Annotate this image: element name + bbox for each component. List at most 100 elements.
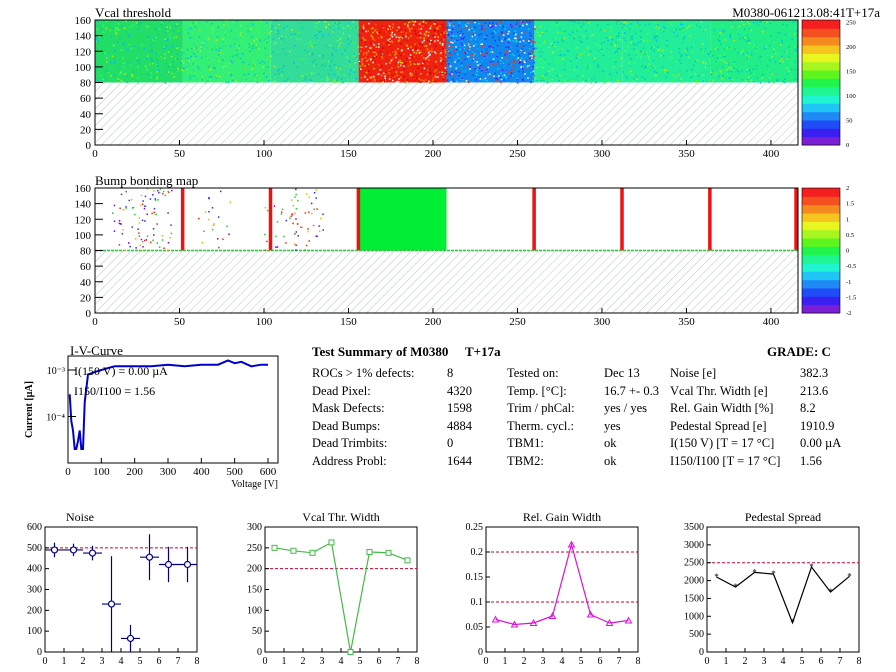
pixel — [560, 28, 562, 30]
pixel — [409, 72, 412, 75]
col2-value: yes / yes — [604, 401, 648, 415]
pixel — [466, 50, 468, 52]
dead-bump — [297, 235, 300, 237]
pixel — [412, 24, 415, 26]
pixel — [712, 54, 714, 57]
pixel — [753, 30, 755, 33]
pixel — [303, 22, 305, 25]
pixel — [518, 39, 521, 41]
x-tick-label: 250 — [509, 148, 526, 160]
y-tick-label: 120 — [75, 214, 92, 226]
pixel — [567, 49, 569, 52]
pixel — [373, 55, 376, 57]
pixel — [397, 63, 399, 65]
pixel — [182, 69, 184, 72]
pixel — [542, 26, 544, 29]
pixel — [541, 51, 544, 53]
pixel — [678, 69, 681, 72]
pixel — [720, 71, 722, 73]
pixel — [366, 54, 368, 57]
pixel — [652, 60, 655, 62]
pixel — [532, 53, 535, 55]
pixel — [649, 64, 652, 67]
pixel — [369, 73, 371, 76]
pixel — [479, 78, 482, 80]
pixel — [251, 36, 253, 38]
pixel — [597, 24, 599, 27]
pixel — [423, 67, 426, 70]
pixel — [531, 79, 534, 82]
data-point — [145, 553, 154, 561]
pixel — [645, 69, 647, 71]
col2-label: TBM2: — [507, 453, 544, 468]
pixel — [343, 26, 346, 28]
dead-bump — [203, 230, 205, 233]
pixel — [755, 44, 758, 46]
pixel — [417, 28, 420, 30]
pixel — [742, 49, 744, 52]
pixel — [439, 58, 442, 61]
pixel — [493, 30, 496, 33]
pixel — [440, 38, 443, 41]
pixel — [434, 65, 437, 68]
pixel — [105, 70, 107, 73]
col1-value: 1644 — [447, 453, 472, 468]
pixel — [388, 70, 391, 73]
pixel — [506, 54, 509, 57]
pixel — [397, 66, 400, 68]
dead-bump — [285, 219, 288, 222]
col2-label: Trim / phCal: — [507, 401, 575, 415]
pixel — [231, 61, 234, 64]
pixel — [469, 66, 472, 68]
pixel — [457, 41, 459, 43]
pixel — [363, 73, 365, 75]
pixel — [190, 47, 193, 50]
pixel — [522, 71, 524, 73]
pixel — [395, 81, 398, 83]
pixel — [475, 73, 478, 76]
dead-bump — [113, 220, 116, 223]
pixel — [516, 82, 519, 84]
pixel — [618, 32, 620, 34]
pixel — [416, 67, 419, 69]
pixel — [631, 28, 633, 31]
x-tick-label: 350 — [678, 148, 695, 160]
pixel — [678, 47, 681, 50]
dead-bump — [273, 205, 276, 207]
pixel — [390, 49, 393, 52]
pixel — [772, 81, 775, 84]
pixel — [680, 55, 683, 58]
pixel — [208, 65, 211, 67]
pixel — [536, 79, 539, 82]
pixel — [429, 53, 431, 56]
pixel — [101, 37, 104, 39]
pixel — [461, 58, 463, 60]
pixel — [678, 28, 681, 31]
pixel — [484, 80, 486, 82]
pixel — [529, 20, 532, 22]
pixel — [628, 62, 631, 64]
pixel — [217, 59, 219, 62]
pixel — [310, 71, 313, 74]
pixel — [432, 35, 435, 37]
pixel — [389, 41, 391, 43]
pixel — [708, 64, 711, 67]
pixel — [329, 26, 331, 29]
pixel — [362, 54, 365, 56]
pixel — [336, 70, 339, 72]
pixel — [756, 46, 758, 48]
pixel — [328, 73, 330, 75]
pixel — [439, 33, 442, 36]
pixel — [460, 37, 463, 40]
y-tick-label: 100 — [75, 230, 92, 242]
pixel — [172, 66, 175, 68]
pixel — [451, 73, 453, 76]
pixel — [454, 76, 457, 78]
dead-bump — [301, 226, 303, 229]
pixel — [242, 61, 244, 64]
pixel — [543, 42, 545, 44]
dead-bump — [144, 205, 146, 207]
pixel — [509, 64, 512, 66]
pixel — [123, 73, 125, 76]
pixel — [542, 32, 545, 34]
